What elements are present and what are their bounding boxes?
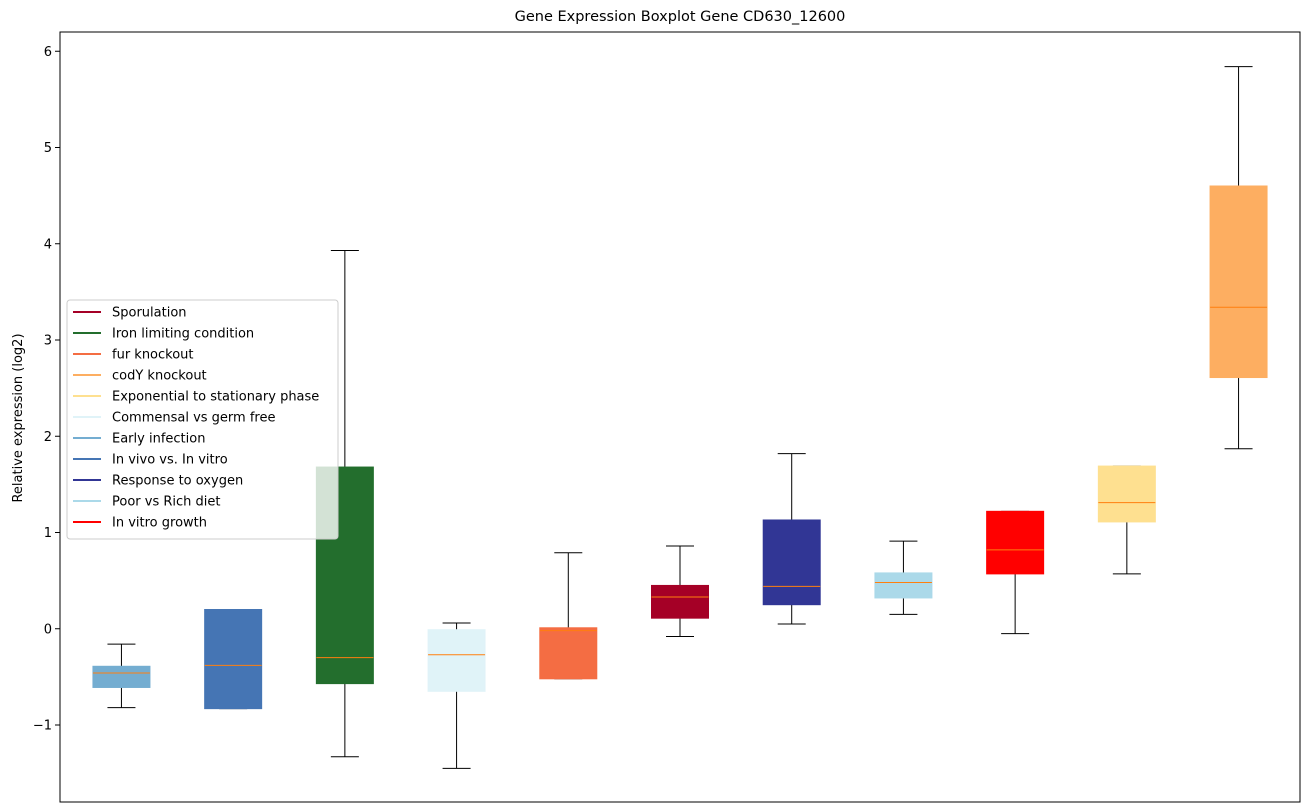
legend-label: Early infection: [112, 432, 205, 447]
y-axis-label: Relative expression (log2): [11, 333, 26, 502]
box-iqr: [539, 627, 598, 680]
y-tick-label: 4: [44, 237, 52, 252]
box-iqr: [651, 584, 709, 619]
legend-label: Sporulation: [112, 306, 187, 321]
y-axis: −1 0 1 2 3 4 5 6: [33, 45, 60, 734]
y-tick-label: 0: [44, 622, 52, 637]
legend: Sporulation Iron limiting condition fur kn…: [66, 299, 339, 540]
box-group: [986, 510, 1045, 635]
box-group: [1097, 465, 1156, 575]
legend-label: fur knockout: [112, 348, 194, 363]
y-tick-label: 6: [44, 45, 52, 60]
y-tick-label: 1: [44, 526, 52, 541]
box-group: [762, 453, 821, 625]
box-iqr: [204, 609, 263, 710]
box-iqr: [92, 665, 151, 688]
box-group: [651, 545, 709, 637]
legend-label: Poor vs Rich diet: [112, 495, 220, 510]
box-iqr: [986, 510, 1045, 575]
plot-area: [92, 66, 1268, 769]
legend-label: Response to oxygen: [112, 474, 243, 489]
box-group: [427, 622, 486, 769]
legend-label: In vitro growth: [112, 516, 207, 531]
y-tick-label: 2: [44, 430, 52, 445]
y-tick-label: 5: [44, 141, 52, 156]
box-iqr: [427, 629, 486, 692]
box-iqr: [1209, 185, 1268, 379]
box-iqr: [874, 572, 933, 599]
plot-frame: [59, 31, 1301, 803]
box-iqr: [1097, 465, 1156, 523]
legend-label: Commensal vs germ free: [112, 411, 275, 426]
legend-label: codY knockout: [112, 369, 207, 384]
box-iqr: [762, 519, 821, 606]
box-group: [204, 609, 263, 710]
legend-label: In vivo vs. In vitro: [112, 453, 228, 468]
legend-label: Iron limiting condition: [112, 327, 254, 342]
legend-label: Exponential to stationary phase: [112, 390, 319, 405]
legend-frame: [66, 299, 339, 540]
y-tick-label: −1: [33, 719, 52, 734]
box-group: [1209, 66, 1268, 450]
box-group: [92, 643, 151, 709]
y-tick-label: 3: [44, 334, 52, 349]
box-group: [539, 552, 598, 680]
chart-title: Gene Expression Boxplot Gene CD630_12600: [515, 9, 846, 25]
box-group: [874, 540, 933, 615]
